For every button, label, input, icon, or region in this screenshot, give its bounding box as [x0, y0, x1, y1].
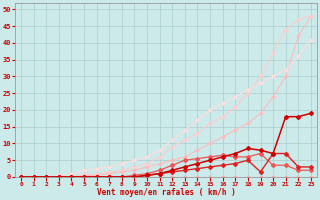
- X-axis label: Vent moyen/en rafales ( km/h ): Vent moyen/en rafales ( km/h ): [97, 188, 236, 197]
